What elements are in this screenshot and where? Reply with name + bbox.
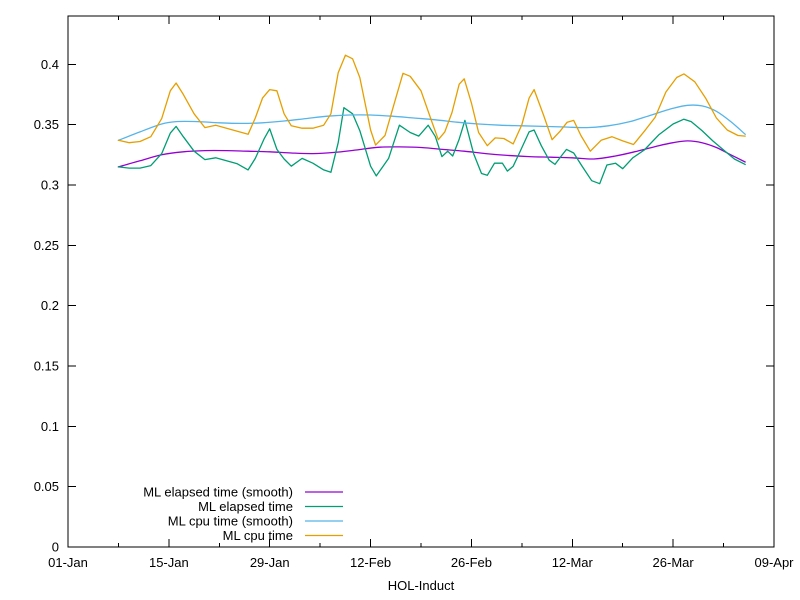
- y-tick-label: 0: [52, 540, 59, 555]
- series-line-ml-elapsed-time-smooth: [117, 140, 746, 168]
- x-tick-label: 26-Mar: [653, 555, 695, 570]
- legend-label: ML cpu time: [223, 528, 293, 543]
- y-tick-label: 0.35: [34, 117, 59, 132]
- x-tick-label: 01-Jan: [48, 555, 88, 570]
- y-tick-label: 0.15: [34, 358, 59, 373]
- legend-label: ML elapsed time (smooth): [143, 485, 293, 500]
- legend: ML elapsed time (smooth)ML elapsed timeM…: [143, 485, 343, 543]
- legend-label: ML elapsed time: [198, 499, 293, 514]
- plot-area: 01-Jan 15-Jan 29-Jan 12-Feb 26-Feb 12-Mar 26-M…: [34, 15, 794, 570]
- legend-label: ML cpu time (smooth): [168, 514, 293, 529]
- x-axis-title: HOL-Induct: [388, 578, 455, 593]
- y-tick-label: 0.2: [41, 298, 59, 313]
- x-tick-label: 26-Feb: [451, 555, 492, 570]
- x-tick-label: 12-Feb: [350, 555, 391, 570]
- x-tick-label: 12-Mar: [552, 555, 594, 570]
- x-tick-label: 15-Jan: [149, 555, 189, 570]
- plot-border: [67, 15, 775, 548]
- y-tick-label: 0.05: [34, 479, 59, 494]
- x-tick-label: 29-Jan: [250, 555, 290, 570]
- x-tick-label: 09-Apr: [754, 555, 794, 570]
- y-tick-label: 0.1: [41, 419, 59, 434]
- series-line-ml-cpu-time: [117, 54, 746, 152]
- y-tick-label: 0.4: [41, 57, 59, 72]
- y-tick-label: 0.25: [34, 238, 59, 253]
- axis-ticks: [67, 16, 775, 548]
- series-line-ml-cpu-time-smooth: [117, 104, 746, 141]
- y-tick-label: 0.3: [41, 177, 59, 192]
- series-line-ml-elapsed-time: [117, 107, 746, 185]
